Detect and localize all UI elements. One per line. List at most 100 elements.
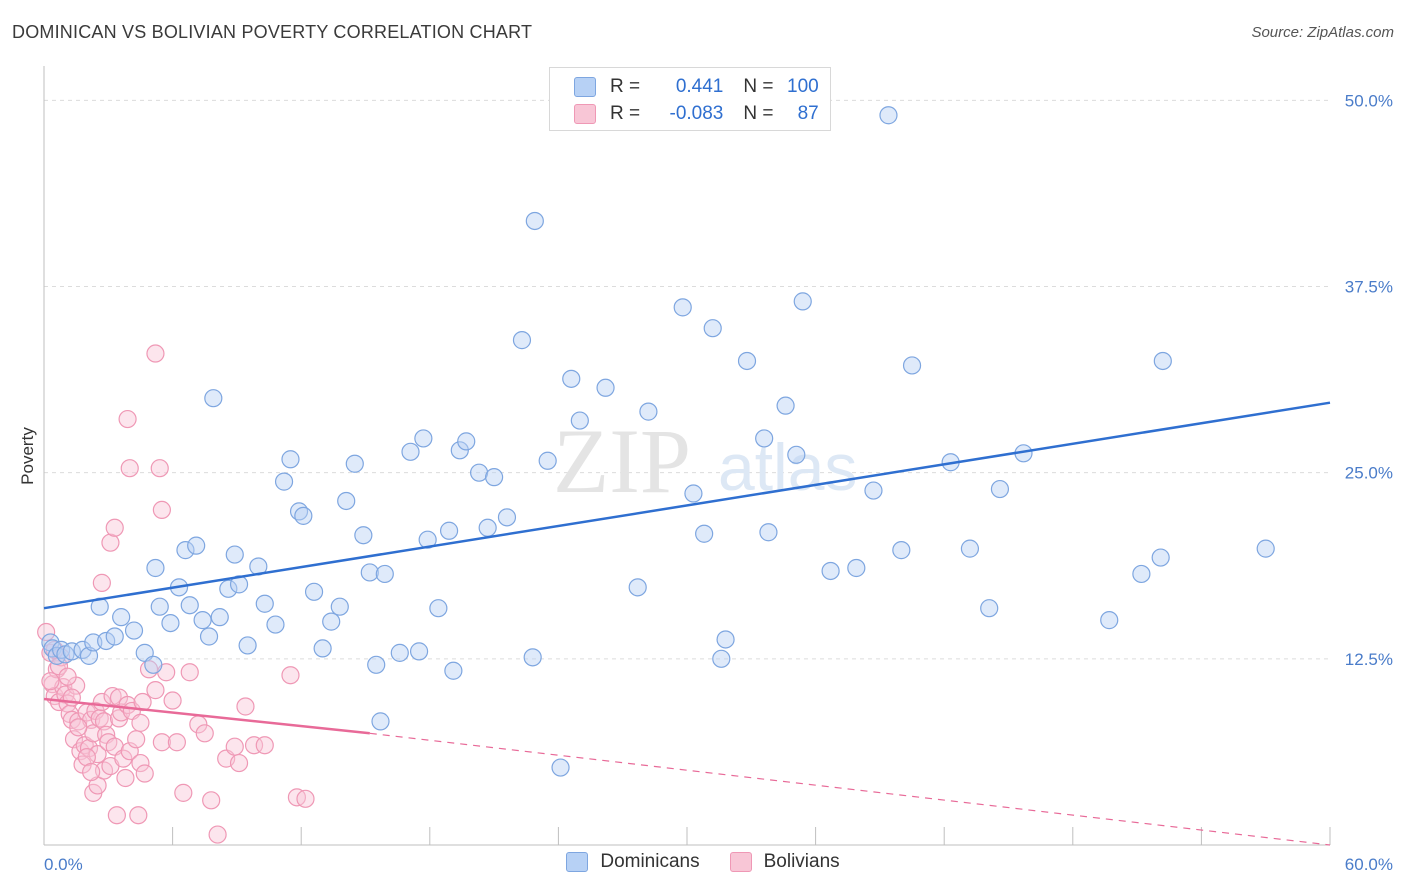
dominicans-point [330,597,349,616]
bolivians-point [77,748,96,767]
bolivians-swatch-icon [729,852,752,872]
dominicans-point [980,599,999,618]
dominicans-point [990,479,1010,499]
y-tick-label: 12.5% [1345,650,1393,669]
dominicans-point [639,402,658,421]
series-legend: Dominicans Bolivians [0,851,1406,873]
y-tick-label: 37.5% [1345,278,1393,297]
tick-labels: 12.5% 25.0% 37.5% 50.0% 0.0% 60.0% Poverty [18,91,1393,874]
dominicans-point [628,578,647,597]
bolivians-point [281,666,300,685]
bolivians-point [88,745,107,764]
dominicans-point [776,396,795,415]
watermark-atlas: atlas [718,430,857,504]
y-tick-label: 50.0% [1345,91,1393,110]
dominicans-point [469,463,489,482]
bolivians-point [202,791,221,810]
dominicans-trend-line [43,401,1331,610]
dominicans-point [409,642,429,661]
dominicans-point [1256,539,1275,558]
dominicans-point [1100,611,1119,630]
bolivians-point [116,768,135,788]
bolivians-point [255,736,274,755]
bolivians-point [101,533,120,552]
dominicans-point [821,561,840,581]
dominicans-point [525,211,544,231]
bolivians-point [41,672,60,691]
bolivians-point [167,733,186,752]
bolivians-point [120,459,139,478]
dominicans-point [847,558,866,578]
bolivians-point [150,459,169,478]
bolivians-point [58,667,77,686]
legend-row-dominicans: R = 0.441 N = 100 [574,73,819,101]
dominicans-point [313,639,332,658]
bolivians-point [131,753,150,773]
dominicans-point [429,599,448,618]
dominicans-point [523,648,542,667]
bolivians-point [92,573,111,592]
dominicans-point [1153,351,1172,371]
dominicans-point [1132,564,1151,584]
dominicans-point [759,523,778,542]
dominicans-point [322,612,341,631]
legend-n-label: N = [743,76,779,97]
dominicans-point [673,298,692,317]
dominicans-point [902,356,922,375]
bolivians-point [180,663,199,682]
dominicans-point [150,597,169,616]
dominicans-point [193,611,212,630]
axes [43,66,1331,846]
bolivians-point [118,409,137,429]
dominicans-point [444,661,463,680]
dominicans-swatch-icon [574,77,596,97]
dominicans-point [512,331,532,350]
legend-item-bolivians[interactable]: Bolivians [729,851,840,873]
dominicans-point [371,712,390,731]
bolivians-trend-extension [369,732,1331,846]
watermark: ZIP atlas [553,410,857,512]
trend-lines [43,401,1331,846]
bolivians-point [82,762,101,782]
dominicans-point [712,649,731,668]
dominicans-point [485,468,504,487]
bolivians-point [37,622,56,642]
dominicans-point [294,506,313,525]
dominicans-point [238,636,257,655]
dominicans-swatch-icon [566,852,589,872]
bolivians-trend-line [43,697,370,735]
dominicans-point [176,541,195,560]
source-note: Source: ZipAtlas.com [1251,24,1394,41]
dominicans-point [161,613,180,633]
bolivians-point [174,783,193,802]
bolivians-point [107,806,126,825]
dominicans-point [375,564,394,584]
legend-item-dominicans[interactable]: Dominicans [566,851,700,873]
bolivians-point [208,825,227,844]
legend-n-value: 87 [797,103,819,124]
bolivians-point [103,686,122,706]
dominicans-point [112,608,131,627]
dominicans-point [97,631,116,651]
dominicans-point [478,518,497,537]
dominicans-point [439,521,459,540]
dominicans-points [41,106,1275,777]
dominicans-point [367,655,386,674]
legend-r-value: 0.441 [675,76,724,97]
dominicans-point [281,450,300,469]
dominicans-point [79,646,99,665]
dominicans-point [204,389,223,408]
dominicans-point [684,484,703,503]
dominicans-point [187,536,206,555]
legend-n-value: 100 [787,76,819,97]
bolivians-points [37,344,315,844]
dominicans-point [345,454,364,473]
watermark-zip: ZIP [553,410,691,512]
bolivians-point [225,737,244,756]
dominicans-point [755,429,774,448]
bolivians-point [135,764,154,783]
legend-row-bolivians: R = -0.083 N = 87 [574,100,819,128]
dominicans-point [180,596,199,615]
bolivians-point [146,344,165,363]
